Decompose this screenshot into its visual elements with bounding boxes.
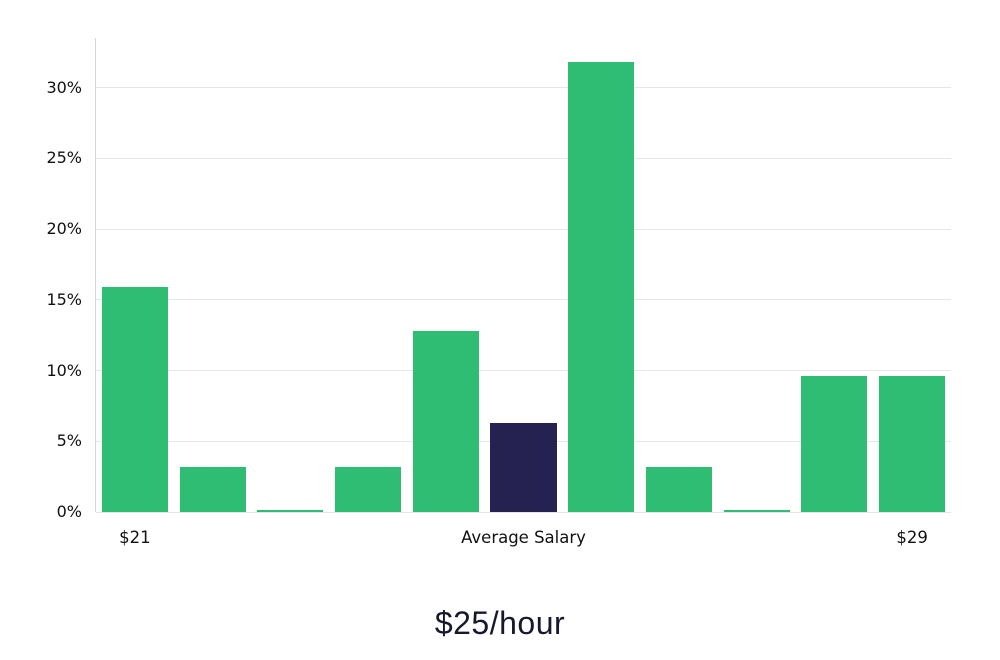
histogram-bar (101, 287, 168, 512)
gridline (96, 87, 951, 89)
histogram-bar (490, 422, 557, 512)
y-axis-tick-label: 10% (46, 360, 82, 380)
plot-area: 0% 5% 10% 15% 20% 25% 30% $21 Average Salary $29 (46, 38, 951, 547)
x-axis-tick-label: $21 (119, 528, 151, 547)
gridline (96, 299, 951, 301)
histogram-bar (412, 330, 479, 512)
y-axis-tick-label: 15% (46, 289, 82, 309)
histogram-bar (723, 509, 790, 512)
histogram-bar (257, 509, 324, 512)
histogram-bar (879, 376, 946, 512)
y-axis-tick-label: 30% (46, 77, 82, 97)
histogram-bar (645, 466, 712, 512)
histogram-bar (335, 466, 402, 512)
histogram-bar (568, 62, 635, 512)
histogram-bar (179, 466, 246, 512)
gridline (96, 511, 951, 513)
chart-title: $25/hour (434, 605, 566, 641)
gridline (96, 228, 951, 230)
x-axis-tick-label: Average Salary (461, 528, 586, 547)
y-axis-tick-label: 5% (56, 431, 82, 451)
histogram-bar (801, 376, 868, 512)
y-axis-tick-label: 20% (46, 219, 82, 238)
x-axis-tick-label: $29 (896, 528, 928, 547)
y-axis-tick-label: 0% (56, 502, 82, 521)
gridline (96, 370, 951, 371)
y-axis-tick-label: 25% (46, 148, 82, 168)
gridline (96, 157, 951, 159)
